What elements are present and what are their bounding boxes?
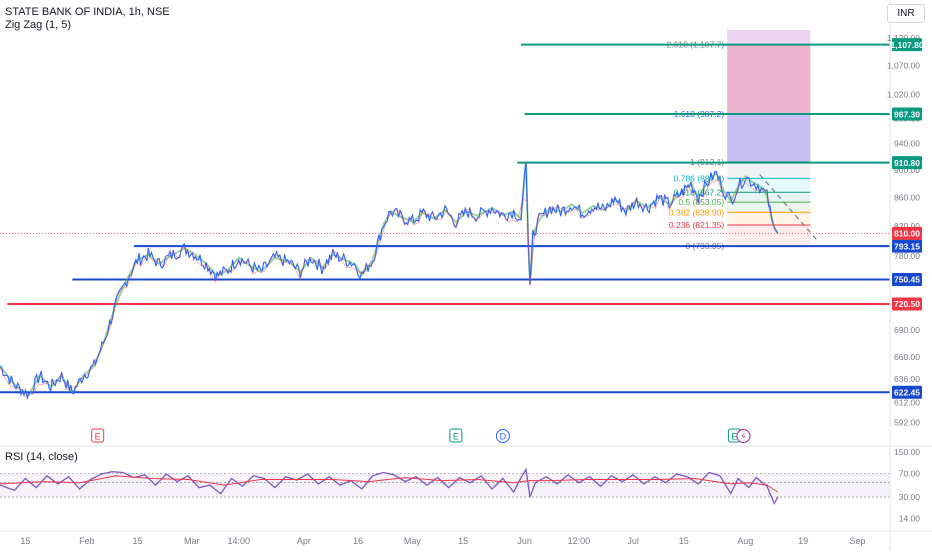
price-tag xyxy=(892,38,922,52)
fib-zone-0 xyxy=(727,30,811,162)
price-tag xyxy=(892,272,922,286)
y-tick-label: 1,070.00 xyxy=(887,61,920,71)
fib-band-0 xyxy=(727,225,811,247)
zigzag-indicator-title[interactable]: Zig Zag (1, 5) xyxy=(5,19,72,31)
price-wicks xyxy=(0,178,777,397)
y-tick-label: 1,020.00 xyxy=(887,89,920,99)
event-marker-4[interactable] xyxy=(736,429,751,443)
event-letter-0: E xyxy=(95,432,101,442)
price-tag xyxy=(892,226,922,240)
price-tag-label: 987.30 xyxy=(894,109,920,119)
x-tick-label: Sep xyxy=(849,536,865,546)
y-tick-label: 592.00 xyxy=(894,417,920,427)
price-tag xyxy=(892,107,922,121)
fib-band-4 xyxy=(727,178,811,193)
fib-band-3 xyxy=(727,192,811,203)
horizontal-levels[interactable] xyxy=(0,43,890,394)
fib-band-1 xyxy=(727,212,811,226)
price-tag-label: 1,107.80 xyxy=(890,40,923,50)
price-tag xyxy=(892,239,922,253)
rsi-y-tick-label: 70.00 xyxy=(899,468,921,478)
x-tick-label: 16 xyxy=(353,536,363,546)
price-labels: 1,107.80 987.30 910.80 793.15 750.45 720.50 62… xyxy=(890,38,924,399)
x-tick-label: Feb xyxy=(79,536,95,546)
fib-zone-2 xyxy=(727,114,811,163)
rsi-y-tick-label: 150.00 xyxy=(894,447,920,457)
fib-label-0.382: 0.382 (838.90) xyxy=(669,207,724,217)
event-letter-3: E xyxy=(731,432,737,442)
x-tick-label: 15 xyxy=(132,536,142,546)
price-tag-label: 793.15 xyxy=(894,241,920,251)
symbol-title[interactable]: STATE BANK OF INDIA, 1h, NSE xyxy=(5,6,170,18)
price-tag-label: 720.50 xyxy=(894,299,920,309)
event-letter-1: E xyxy=(453,432,459,442)
rsi-y-tick-label: 14.00 xyxy=(899,514,921,524)
x-tick-label: Aug xyxy=(737,536,753,546)
y-tick-label: 690.00 xyxy=(894,325,920,335)
x-tick-label: 12:00 xyxy=(568,536,591,546)
price-tag xyxy=(892,297,922,311)
x-tick-label: 14:00 xyxy=(228,536,251,546)
price-tag-label: 622.45 xyxy=(894,387,920,397)
y-tick-label: 636.00 xyxy=(894,374,920,384)
price-tag-label: 910.80 xyxy=(894,158,920,168)
price-plot xyxy=(0,161,779,400)
x-tick-label: Jun xyxy=(517,536,532,546)
event-markers[interactable]: E E D E ⚡ xyxy=(91,428,751,443)
fib-label-0.786: 0.786 (887.4) xyxy=(674,173,725,183)
rsi-indicator-title[interactable]: RSI (14, close) xyxy=(5,451,78,463)
fib-label-0.236: 0.236 (821.35) xyxy=(669,220,724,230)
y-tick-label: 940.00 xyxy=(894,139,920,149)
event-marker-0[interactable] xyxy=(91,428,105,443)
x-tick-label: 15 xyxy=(679,536,689,546)
fib-label-0.5: 0.5 (853.05) xyxy=(678,197,724,207)
price-tag-label: 810.00 xyxy=(894,229,920,239)
x-tick-label: 19 xyxy=(798,536,808,546)
y-tick-label: 780.00 xyxy=(894,251,920,261)
rsi-y-tick-label: 30.00 xyxy=(899,492,921,502)
y-tick-label: 900.00 xyxy=(894,165,920,175)
rsi-ma-line xyxy=(0,475,779,493)
price-tag xyxy=(892,156,922,170)
event-letter-4: ⚡ xyxy=(740,432,746,442)
y-tick-label: 660.00 xyxy=(894,352,920,362)
rsi-pane xyxy=(0,445,932,505)
fib-zones xyxy=(727,30,811,247)
x-tick-label: 15 xyxy=(458,536,468,546)
fib-band-5 xyxy=(727,161,811,179)
y-tick-label: 820.00 xyxy=(894,221,920,231)
price-tag xyxy=(892,385,922,399)
x-tick-label: Jul xyxy=(627,536,639,546)
event-marker-1[interactable] xyxy=(449,428,463,443)
x-tick-label: May xyxy=(404,536,422,546)
x-tick-label: Mar xyxy=(184,536,200,546)
fib-label-0.618: 0.618 (867.2) xyxy=(674,187,725,197)
currency-button[interactable]: INR xyxy=(887,4,925,23)
price-tag-label: 750.45 xyxy=(894,275,920,285)
y-tick-label: 860.00 xyxy=(894,192,920,202)
x-tick-label: Apr xyxy=(297,536,311,546)
event-marker-2[interactable] xyxy=(495,429,510,443)
fib-zone-1 xyxy=(727,44,811,115)
projection-line xyxy=(759,174,819,242)
event-letter-2: D xyxy=(500,432,507,442)
y-tick-label: 1,120.00 xyxy=(887,33,920,43)
x-tick-label: 15 xyxy=(20,536,30,546)
y-tick-label: 612.00 xyxy=(894,397,920,407)
